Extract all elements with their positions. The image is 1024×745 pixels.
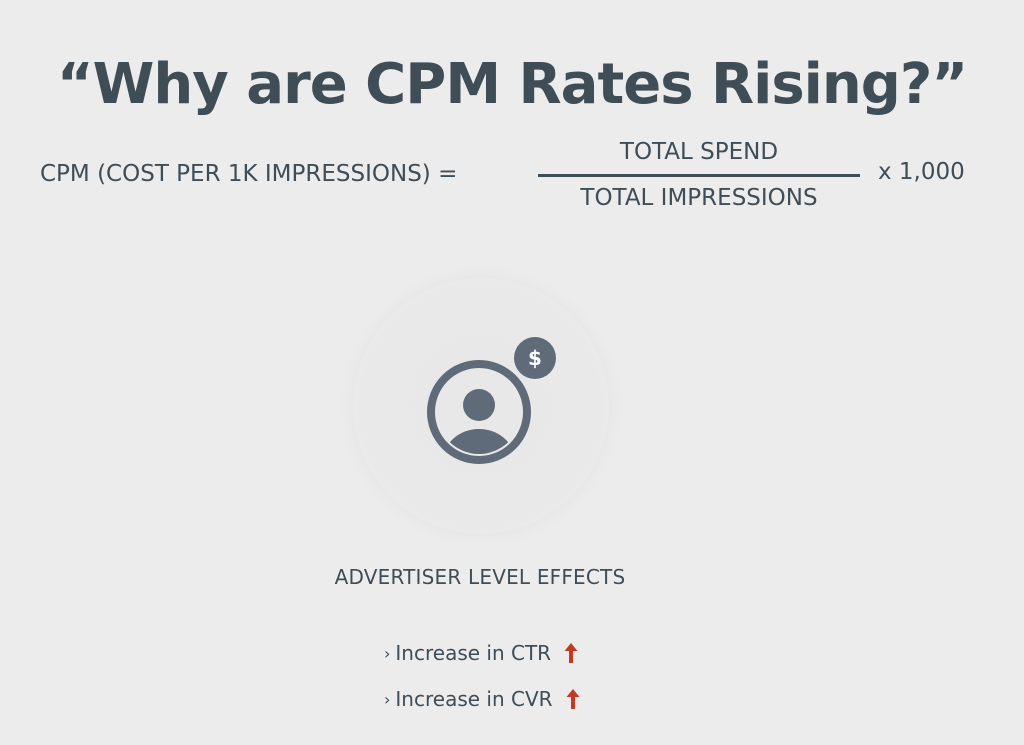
- chevron-right-icon: ›: [384, 643, 391, 663]
- section-label: ADVERTISER LEVEL EFFECTS: [334, 565, 626, 589]
- formula-numerator: TOTAL SPEND: [619, 139, 779, 165]
- user-circle-icon: [427, 360, 531, 464]
- effect-text: Increase in CVR: [395, 687, 553, 711]
- list-item: › Increase in CVR: [384, 676, 581, 722]
- list-item: › Increase in CTR: [384, 630, 581, 676]
- formula-multiplier: x 1,000: [878, 159, 965, 185]
- arrow-up-icon: [564, 643, 578, 663]
- dollar-icon: $: [514, 337, 556, 379]
- fraction-bar: [538, 174, 860, 177]
- formula-denominator: TOTAL IMPRESSIONS: [580, 185, 818, 211]
- page-title: “Why are CPM Rates Rising?”: [56, 52, 968, 117]
- cpm-formula: CPM (COST PER 1K IMPRESSIONS) = TOTAL SP…: [0, 135, 1024, 225]
- chevron-right-icon: ›: [384, 689, 391, 709]
- formula-lhs: CPM (COST PER 1K IMPRESSIONS) =: [40, 161, 458, 187]
- arrow-up-icon: [566, 689, 580, 709]
- effects-list: › Increase in CTR › Increase in CVR: [384, 630, 581, 722]
- dollar-symbol: $: [528, 346, 542, 370]
- effect-text: Increase in CTR: [395, 641, 552, 665]
